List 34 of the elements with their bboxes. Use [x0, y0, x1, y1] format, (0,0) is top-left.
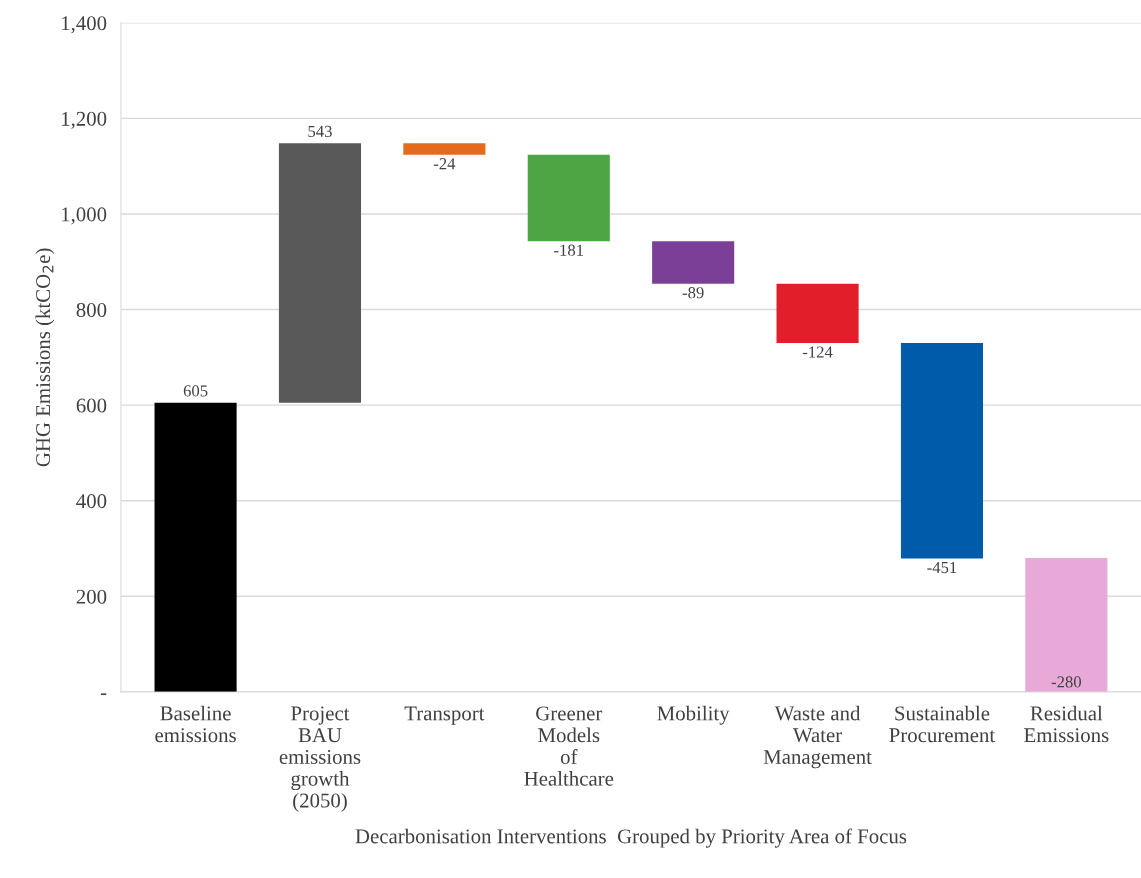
bar: [527, 154, 610, 242]
data-label: -181: [554, 244, 584, 256]
y-tick-label: 1,400: [62, 16, 107, 34]
y-tick-label: 400: [76, 494, 107, 509]
data-label: 605: [183, 385, 208, 397]
bar: [403, 143, 486, 155]
data-label: 543: [308, 125, 332, 137]
y-tick-label: 200: [76, 589, 107, 604]
y-tick-label: 1,000: [62, 207, 107, 225]
y-axis-title: GHG Emissions (ktCO$_{2}$e): [35, 248, 55, 467]
bar: [1025, 558, 1108, 692]
y-tick-label: -: [100, 693, 107, 695]
x-axis-title: Decarbonisation Interventions Grouped by Priority Area of Focus: [355, 828, 907, 848]
x-tick-label: Baseline emissions: [155, 705, 236, 743]
x-tick-label: Residual Emissions: [1024, 705, 1109, 743]
y-tick-label: 600: [76, 398, 107, 413]
data-label: -24: [433, 158, 456, 170]
x-tick-label: Waste and Water Management: [763, 705, 872, 769]
y-tick-label: 1,200: [62, 111, 107, 129]
bar: [652, 241, 735, 284]
x-tick-label: Sustainable Procurement: [889, 705, 996, 743]
data-label: -451: [927, 561, 957, 574]
bar: [900, 343, 984, 559]
data-label: -89: [682, 287, 704, 299]
x-tick-label: Project BAU emissions growth (2050): [279, 706, 361, 812]
bar: [776, 283, 859, 344]
data-label: -124: [802, 346, 833, 358]
x-tick-label: Mobility: [657, 705, 730, 725]
bar: [154, 402, 237, 692]
x-tick-label: Transport: [404, 706, 485, 725]
bar: [278, 143, 362, 403]
y-tick-label: 800: [76, 302, 107, 317]
x-tick-label: Greener Models of Healthcare: [524, 706, 614, 786]
data-label: -280: [1051, 676, 1081, 688]
